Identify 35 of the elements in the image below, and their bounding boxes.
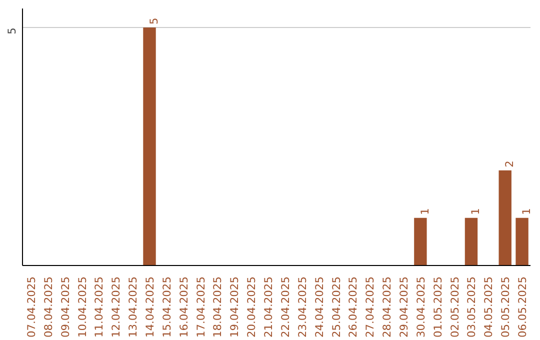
x-tick-label: 02.05.2025: [448, 276, 462, 338]
x-tick-label: 01.05.2025: [431, 276, 444, 338]
x-tick-label: 27.04.2025: [364, 276, 377, 338]
x-tick-label: 10.04.2025: [76, 276, 89, 338]
data-label: 1: [469, 208, 482, 215]
x-tick-label: 30.04.2025: [414, 276, 428, 338]
data-label: 2: [503, 160, 516, 168]
x-tick-label: 12.04.2025: [110, 276, 123, 338]
x-tick-label: 13.04.2025: [126, 276, 140, 338]
x-tick-label: 11.04.2025: [92, 276, 106, 338]
x-tick-label: 22.04.2025: [278, 276, 292, 338]
x-tick-label: 08.04.2025: [42, 276, 55, 338]
x-tick-label: 19.04.2025: [228, 276, 242, 338]
x-tick-label: 23.04.2025: [296, 276, 309, 338]
x-tick-label: 20.04.2025: [245, 276, 258, 338]
data-label: 1: [520, 208, 534, 215]
x-tick-label: 09.04.2025: [58, 276, 72, 338]
x-tick-label: 05.05.2025: [499, 276, 512, 338]
x-tick-label: 06.05.2025: [516, 276, 530, 338]
x-tick-label: 03.05.2025: [465, 276, 478, 338]
x-tick-label: 07.04.2025: [24, 276, 38, 338]
x-tick-label: 28.04.2025: [380, 276, 394, 338]
x-tick-label: 25.04.2025: [330, 276, 343, 338]
x-tick-label: 26.04.2025: [346, 276, 360, 338]
x-tick-label: 18.04.2025: [211, 276, 224, 338]
x-tick-label: 14.04.2025: [144, 276, 156, 338]
x-tick-label: 24.04.2025: [312, 276, 326, 338]
x-tick-label: 15.04.2025: [160, 276, 174, 338]
x-tick-label: 29.04.2025: [398, 276, 410, 338]
x-tick-label: 04.05.2025: [482, 276, 496, 338]
data-label: 5: [148, 18, 160, 25]
x-tick-label: 17.04.2025: [194, 276, 208, 338]
x-tick-label: 21.04.2025: [262, 276, 276, 338]
x-tick-label: 16.04.2025: [177, 276, 190, 338]
data-label: 1: [418, 208, 432, 215]
